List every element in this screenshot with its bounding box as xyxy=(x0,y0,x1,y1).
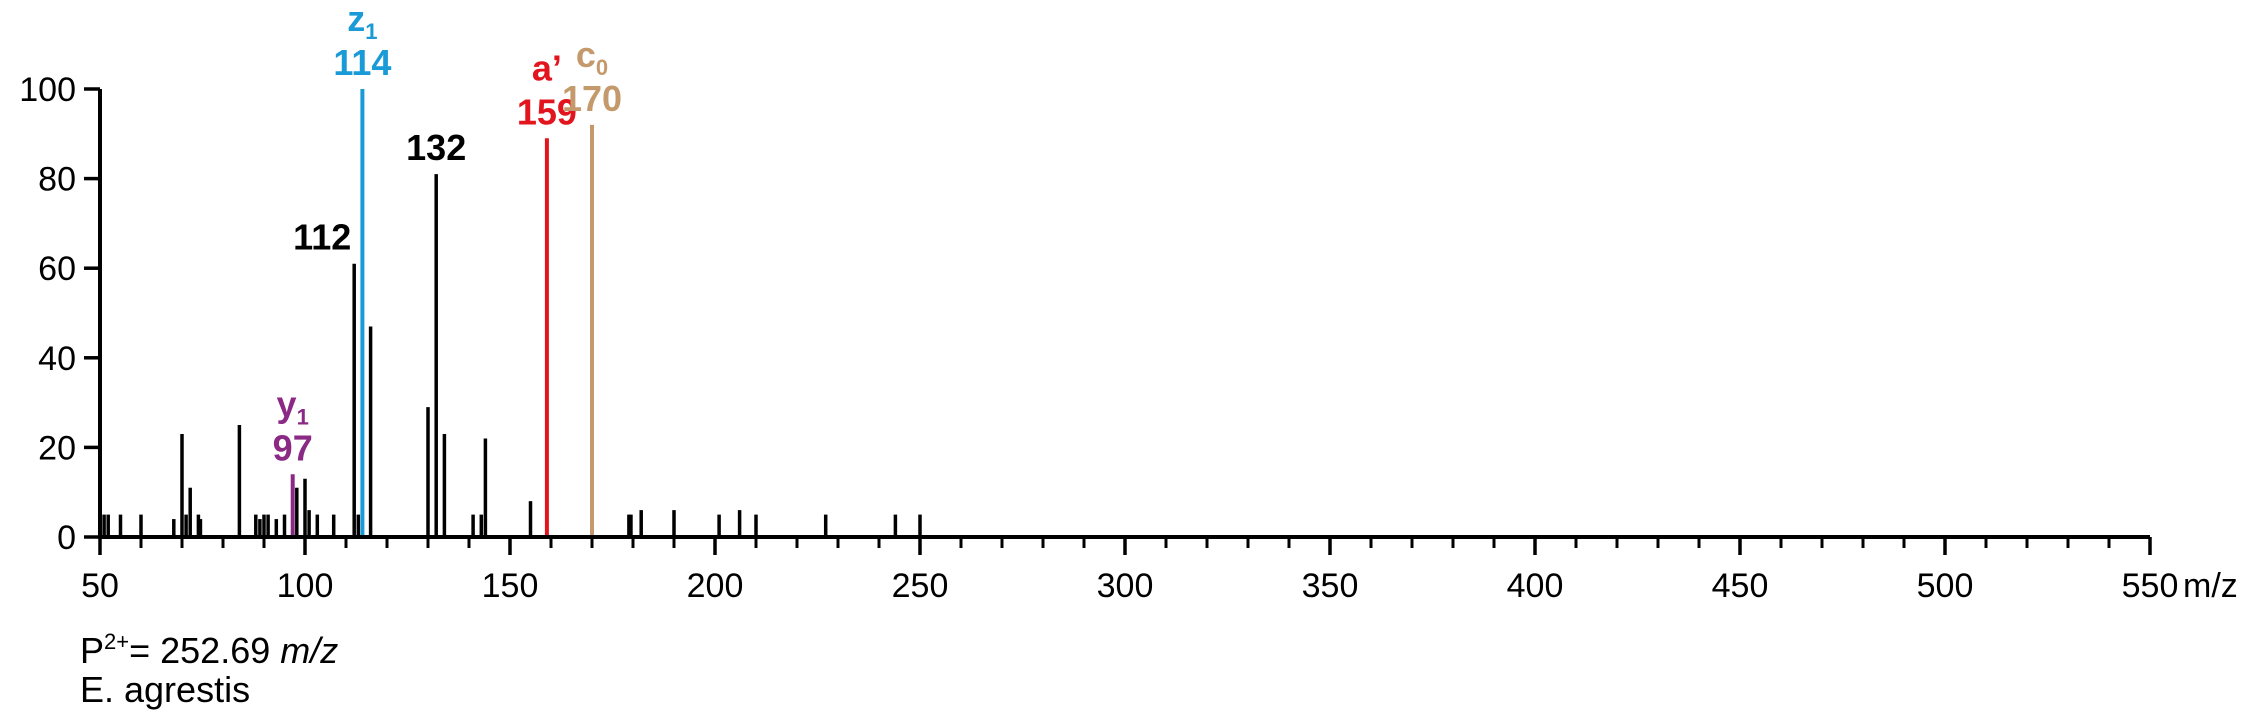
x-tick-label-550: 550 xyxy=(2122,567,2179,605)
peaks-layer xyxy=(102,89,922,537)
y-tick-label-0: 0 xyxy=(57,519,76,557)
ion-subscript-97: 1 xyxy=(297,404,309,429)
ion-label-97: y1 xyxy=(277,383,309,429)
ion-label-159: a’ xyxy=(532,47,562,88)
peak-label-112: 112 xyxy=(293,217,351,258)
species-caption: E. agrestis xyxy=(80,669,251,710)
axes-layer: 50 100 150 200 250 300 350 400 450 500 550 m/z 0 20 40… xyxy=(19,71,2238,605)
ion-label-114: z1 xyxy=(347,0,377,44)
x-tick-label-200: 200 xyxy=(687,567,744,605)
peak-label-159: 159 xyxy=(517,91,577,132)
peak-label-114: 114 xyxy=(333,42,391,83)
x-tick-label-250: 250 xyxy=(892,567,949,605)
y-tick-label-20: 20 xyxy=(38,429,76,467)
x-tick-label-450: 450 xyxy=(1712,567,1769,605)
x-unit-label: m/z xyxy=(2183,567,2238,605)
precursor-value: = 252.69 xyxy=(129,630,281,671)
x-tick-label-50: 50 xyxy=(81,567,119,605)
ion-subscript-114: 1 xyxy=(365,19,377,44)
x-tick-label-150: 150 xyxy=(482,567,539,605)
precursor-unit: m/z xyxy=(280,630,339,671)
precursor-charge: 2+ xyxy=(104,629,130,654)
x-tick-label-350: 350 xyxy=(1302,567,1359,605)
y-tick-label-80: 80 xyxy=(38,161,76,199)
y-tick-label-60: 60 xyxy=(38,250,76,288)
precursor-prefix: P xyxy=(80,630,105,671)
peak-label-132: 132 xyxy=(406,127,466,168)
x-tick-label-500: 500 xyxy=(1917,567,1974,605)
y-tick-label-100: 100 xyxy=(19,71,76,109)
y-tick-label-40: 40 xyxy=(38,340,76,378)
ion-subscript-170: 0 xyxy=(596,55,608,80)
precursor-caption: P2+= 252.69 m/z xyxy=(80,622,338,671)
x-tick-label-100: 100 xyxy=(277,567,334,605)
x-tick-label-400: 400 xyxy=(1507,567,1564,605)
peak-label-170: 170 xyxy=(562,78,622,119)
ion-label-170: c0 xyxy=(576,34,608,80)
peak-label-97: 97 xyxy=(273,427,313,468)
x-tick-label-300: 300 xyxy=(1097,567,1154,605)
